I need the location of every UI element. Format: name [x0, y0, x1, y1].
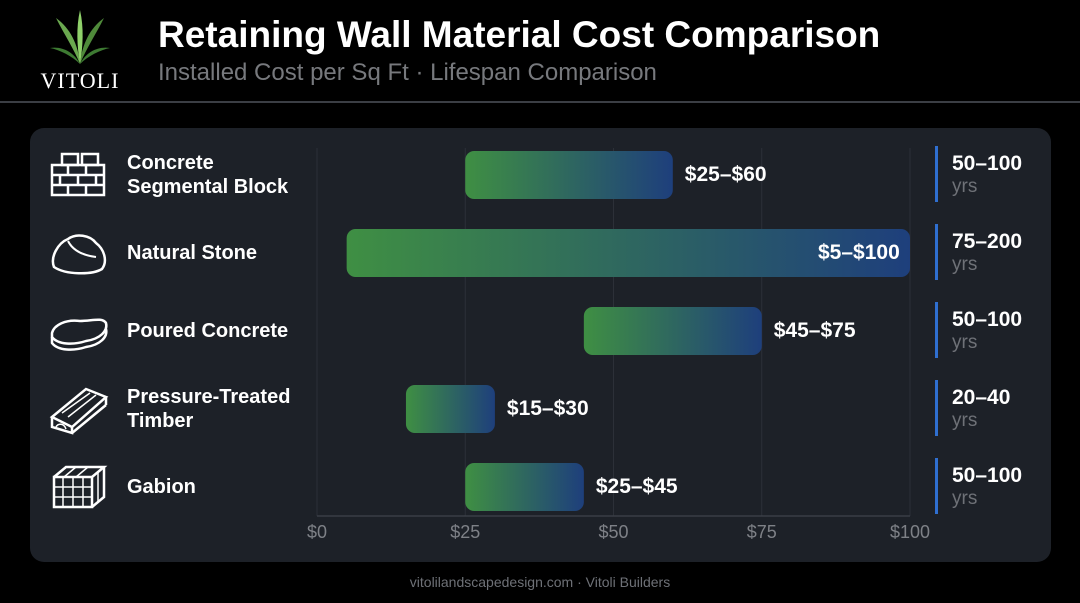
category-label: Concrete Segmental Block: [127, 151, 288, 199]
header-divider: [0, 101, 1080, 103]
category-label: Pressure-Treated Timber: [127, 385, 290, 433]
header: VITOLI Retaining Wall Material Cost Comp…: [0, 0, 1080, 102]
lifespan-unit: yrs: [952, 488, 978, 509]
lifespan-unit: yrs: [952, 254, 978, 275]
lifespan-accent-bar: [935, 224, 938, 280]
brand-logo: VITOLI: [30, 4, 130, 96]
category-label-line: Poured Concrete: [127, 320, 289, 342]
poured-concrete-icon: [46, 305, 110, 355]
bar-value-label: $25–$45: [595, 475, 678, 498]
category-label: Poured Concrete: [127, 319, 288, 343]
category-label: Gabion: [127, 475, 196, 499]
chart-canvas: [316, 148, 911, 517]
brand-wordmark: VITOLI: [40, 68, 120, 93]
category-label-line: Timber: [127, 410, 194, 432]
category-label-line: Concrete: [127, 152, 214, 174]
range-bar: [346, 229, 910, 277]
block-wall-icon: [46, 149, 110, 199]
category-label-line: Segmental Block: [127, 176, 289, 198]
x-tick-label: $50: [598, 522, 629, 542]
chart-panel: [30, 128, 1051, 562]
bar-value-label: $25–$60: [684, 163, 767, 186]
lifespan-accent-bar: [935, 380, 938, 436]
lifespan-range: 50–100: [952, 152, 1023, 175]
bar-value-label: $5–$100: [818, 241, 900, 264]
range-bar: [583, 307, 762, 355]
range-bar: [465, 151, 673, 199]
x-tick-label: $75: [746, 522, 777, 542]
x-tick-label: $0: [307, 522, 328, 542]
lifespan-accent-bar: [935, 458, 938, 514]
lifespan-accent-bar: [935, 302, 938, 358]
x-tick-label: $25: [450, 522, 481, 542]
category-label-line: Natural Stone: [127, 242, 258, 264]
bar-value-label: $45–$75: [773, 319, 856, 342]
stone-icon: [46, 227, 110, 277]
lifespan-unit: yrs: [952, 176, 978, 197]
lifespan-range: 50–100: [952, 308, 1023, 331]
lifespan-accent-bar: [935, 146, 938, 202]
lifespan-unit: yrs: [952, 332, 978, 353]
chart-subtitle: Installed Cost per Sq Ft · Lifespan Comp…: [158, 59, 657, 86]
lifespan-unit: yrs: [952, 410, 978, 431]
chart-title: Retaining Wall Material Cost Comparison: [158, 14, 881, 55]
lifespan-range: 20–40: [952, 386, 1011, 409]
gabion-icon: [46, 461, 110, 511]
category-label-line: Gabion: [127, 476, 196, 498]
category-label-line: Pressure-Treated: [127, 386, 291, 408]
lifespan-range: 75–200: [952, 230, 1023, 253]
category-label: Natural Stone: [127, 241, 257, 265]
x-tick-label: $100: [890, 522, 931, 542]
bar-value-label: $15–$30: [506, 397, 589, 420]
lifespan-range: 50–100: [952, 464, 1023, 487]
range-bar: [465, 463, 584, 511]
timber-icon: [46, 383, 110, 435]
leaf-icon: [50, 10, 110, 64]
range-bar: [405, 385, 495, 433]
footer-credit: vitolilandscapedesign.com · Vitoli Build…: [409, 574, 671, 590]
